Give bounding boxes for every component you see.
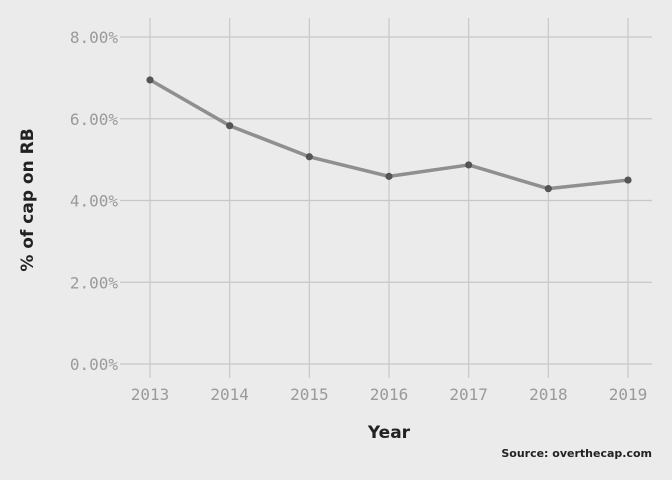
data-point [385, 172, 393, 180]
data-point [226, 122, 234, 130]
gridlines [120, 18, 652, 378]
data-point [465, 161, 473, 169]
y-tick-label: 2.00% [70, 273, 119, 292]
y-tick-label: 4.00% [70, 192, 119, 211]
source-caption: Source: overthecap.com [501, 447, 652, 460]
x-tick-label: 2014 [210, 385, 249, 404]
y-tick-label: 0.00% [70, 355, 119, 374]
series [146, 76, 632, 193]
data-point [305, 153, 313, 161]
y-tick-label: 6.00% [70, 110, 119, 129]
y-tick-label: 8.00% [70, 28, 119, 47]
x-tick-label: 2018 [529, 385, 568, 404]
data-point [624, 176, 632, 184]
tick-labels: 0.00% 2.00% 4.00% 6.00% 8.00% 2013 2014 2015 201… [70, 28, 647, 404]
y-axis-title: % of cap on RB [18, 128, 38, 271]
x-axis-title: Year [367, 423, 411, 443]
x-tick-label: 2017 [449, 385, 488, 404]
data-point [544, 185, 552, 193]
x-tick-label: 2016 [370, 385, 409, 404]
x-tick-label: 2015 [290, 385, 329, 404]
x-tick-label: 2019 [609, 385, 648, 404]
x-tick-label: 2013 [131, 385, 170, 404]
data-point [146, 76, 154, 84]
